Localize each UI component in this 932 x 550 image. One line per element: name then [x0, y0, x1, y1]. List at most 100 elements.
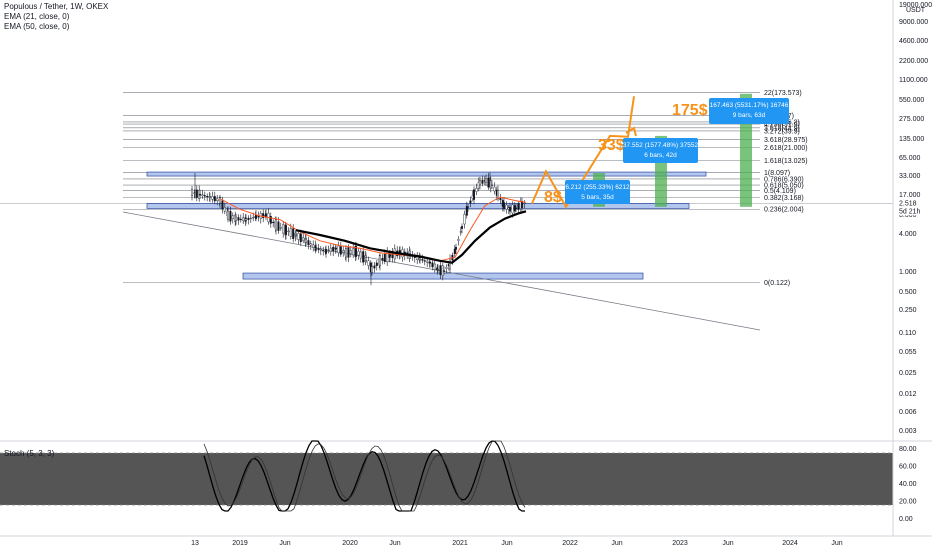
candle-body-124: [439, 265, 442, 275]
candle-body-22: [234, 216, 237, 221]
callout-box-1: [623, 138, 698, 163]
candle-body-55: [302, 237, 305, 241]
candle-body-77: [345, 248, 348, 258]
projection-label-2: 175$: [672, 102, 708, 119]
candle-body-143: [477, 182, 480, 189]
candle-body-150: [491, 184, 494, 186]
price-tick-0: 19000.000: [899, 2, 932, 9]
candle-body-83: [357, 251, 360, 256]
candle-body-95: [381, 258, 384, 261]
stoch-d-line: [203, 440, 526, 512]
candle-body-35: [262, 213, 265, 219]
bar-countdown: 5d 21h: [899, 208, 921, 215]
resistance-zone: [146, 171, 707, 177]
candle-body-163: [517, 203, 520, 210]
candle-body-123: [437, 269, 440, 271]
price-tick-3: 2200.000: [899, 58, 928, 65]
callout-line2-2: 9 bars, 63d: [733, 112, 766, 119]
time-tick-6: Jun: [501, 540, 512, 547]
candle-body-53: [297, 233, 300, 240]
price-tick-11: 8.000: [899, 212, 917, 219]
candle-body-18: [226, 210, 229, 220]
candle-body-9: [208, 196, 211, 198]
price-tick-8: 65.000: [899, 155, 921, 162]
candle-body-148: [487, 177, 490, 188]
candle-body-62: [315, 247, 318, 250]
fib-label-15: 0(0.122): [764, 280, 790, 287]
candle-body-135: [461, 226, 464, 229]
stoch-band: [0, 453, 893, 505]
price-tick-16: 0.250: [899, 307, 917, 314]
fib-label-14: 0.236(2.004): [764, 207, 804, 214]
time-tick-12: Jun: [831, 540, 842, 547]
candle-body-65: [322, 250, 325, 252]
candle-body-116: [423, 260, 426, 262]
candle-body-92: [375, 262, 378, 266]
candle-body-79: [349, 250, 352, 254]
descending-trendline: [122, 211, 761, 331]
candle-body-64: [319, 249, 322, 251]
candle-body-24: [239, 218, 242, 221]
candle-body-127: [445, 267, 448, 269]
candle-body-44: [279, 227, 282, 229]
candle-body-11: [213, 196, 216, 202]
candle-body-43: [277, 221, 280, 231]
candle-body-49: [289, 228, 292, 237]
price-tick-14: 1.000: [899, 269, 917, 276]
candle-body-25: [242, 217, 245, 222]
ema50-line: [295, 210, 527, 264]
candle-body-126: [443, 270, 446, 272]
candle-body-74: [339, 246, 342, 255]
time-tick-9: 2023: [672, 540, 688, 547]
price-tick-18: 0.055: [899, 349, 917, 356]
stoch-tick-1: 60.00: [899, 464, 917, 471]
candle-body-129: [449, 258, 452, 270]
candle-body-136: [463, 214, 466, 225]
candle-body-16: [223, 207, 226, 212]
symbol-title[interactable]: Populous / Tether, 1W, OKEX: [4, 2, 109, 11]
ema21-legend[interactable]: EMA (21, close, 0): [4, 12, 70, 21]
candle-body-114: [419, 257, 422, 261]
candle-body-23: [237, 217, 240, 221]
projection-arrowhead: [625, 126, 637, 137]
candle-body-60: [312, 244, 315, 248]
callout-line1-1: 37.552 (1577.48%) 37552: [623, 142, 699, 149]
fib-label-0: 22(173.573): [764, 90, 802, 97]
price-tick-9: 33.000: [899, 173, 921, 180]
time-tick-8: Jun: [611, 540, 622, 547]
candle-body-117: [426, 260, 429, 263]
candle-body-154: [499, 197, 502, 201]
callout-line1-2: 167.463 (5531.17%) 16746: [710, 102, 789, 109]
candle-body-139: [469, 200, 472, 204]
price-tick-22: 0.003: [899, 428, 917, 435]
callout-box-0: [565, 180, 630, 204]
candle-body-91: [373, 265, 376, 269]
candle-body-132: [455, 247, 458, 250]
candle-body-15: [221, 200, 224, 210]
stoch-legend[interactable]: Stoch (5, 3, 3): [4, 449, 55, 458]
candle-body-48: [287, 230, 290, 233]
ema50-legend[interactable]: EMA (50, close, 0): [4, 22, 70, 31]
callout-line2-1: 6 bars, 42d: [644, 152, 677, 159]
fib-label-5: 3.272(39.9): [764, 128, 800, 135]
callout-line1-0: 6.212 (255.33%) 6212: [565, 184, 630, 191]
candle-body-144: [479, 180, 482, 186]
candle-body-157: [505, 204, 508, 210]
fib-label-13: 0.382(3.168): [764, 195, 804, 202]
candle-body-88: [367, 260, 370, 266]
candle-body-131: [453, 248, 456, 255]
price-tick-20: 0.012: [899, 391, 917, 398]
time-tick-3: 2020: [342, 540, 358, 547]
stoch-tick-4: 0.00: [899, 516, 913, 523]
candle-body-45: [282, 224, 285, 234]
candle-body-82: [355, 246, 358, 257]
price-tick-19: 0.025: [899, 370, 917, 377]
fib-label-6: 3.618(28.975): [764, 137, 808, 144]
fib-label-12: 0.5(4.109): [764, 188, 796, 195]
candle-body-85: [362, 251, 365, 263]
candle-body-32: [254, 214, 257, 219]
candle-body-141: [473, 189, 476, 200]
callout-box-2: [709, 98, 789, 124]
candle-body-115: [421, 259, 424, 261]
